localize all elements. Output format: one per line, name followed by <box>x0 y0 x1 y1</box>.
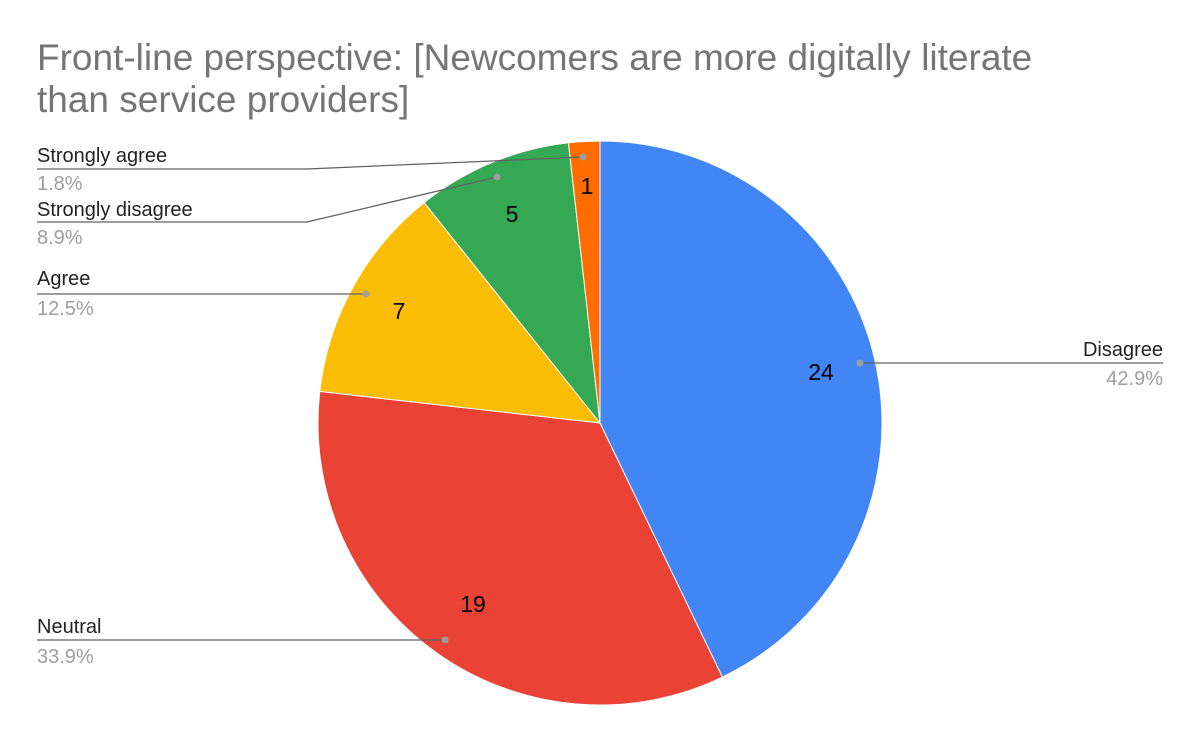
leader-dot-disagree <box>856 359 864 367</box>
slice-value-neutral: 19 <box>460 591 486 617</box>
slice-label-neutral: Neutral <box>37 616 101 638</box>
pie-labels: 24 Disagree 42.9% 19 Neutral 33.9% 7 Agree 12.5%… <box>37 145 1163 668</box>
chart-title-line-1: Front-line perspective: [Newcomers are m… <box>37 37 1032 78</box>
leader-line-strongly-disagree <box>37 176 498 223</box>
pie-slices <box>317 140 883 706</box>
slice-label-agree: Agree <box>37 268 90 290</box>
chart-title-line-2: than service providers] <box>37 79 409 120</box>
slice-percent-neutral: 33.9% <box>37 646 94 668</box>
leader-dot-strongly-disagree <box>493 173 501 181</box>
slice-disagree <box>599 140 883 678</box>
slice-agree <box>319 201 602 424</box>
leader-dot-agree <box>362 290 370 298</box>
slice-strongly-agree <box>567 140 601 424</box>
slice-percent-strongly-agree: 1.8% <box>37 173 83 195</box>
slice-value-strongly-agree: 1 <box>581 173 594 199</box>
slice-value-agree: 7 <box>393 298 406 324</box>
slice-percent-agree: 12.5% <box>37 298 94 320</box>
slice-strongly-disagree <box>423 142 601 425</box>
leader-line-strongly-agree <box>37 156 584 170</box>
slice-value-strongly-disagree: 5 <box>506 201 519 227</box>
slice-value-disagree: 24 <box>808 359 834 385</box>
slice-percent-strongly-disagree: 8.9% <box>37 227 83 249</box>
slice-label-strongly-agree: Strongly agree <box>37 145 167 167</box>
slice-label-disagree: Disagree <box>1083 339 1163 361</box>
slice-neutral <box>317 390 724 706</box>
leader-dot-neutral <box>441 636 449 644</box>
leader-dot-strongly-agree <box>579 153 587 161</box>
slice-label-strongly-disagree: Strongly disagree <box>37 199 193 221</box>
slice-percent-disagree: 42.9% <box>1106 368 1163 390</box>
